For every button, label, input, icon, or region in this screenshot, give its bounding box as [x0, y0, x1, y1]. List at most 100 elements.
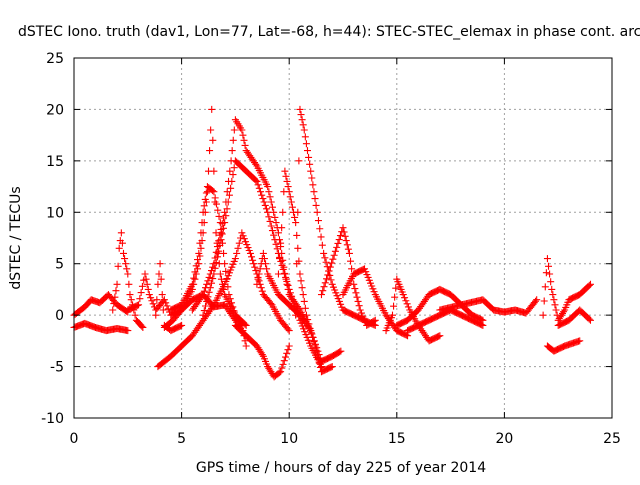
data-point — [197, 244, 205, 252]
data-point — [138, 322, 146, 330]
data-point — [253, 280, 261, 288]
data-point — [273, 245, 281, 253]
data-point — [297, 277, 305, 285]
data-point — [302, 311, 310, 319]
data-point — [255, 270, 263, 278]
data-point — [285, 327, 293, 335]
data-point — [210, 270, 218, 278]
data-point — [199, 291, 207, 299]
data-point — [306, 160, 314, 168]
data-points — [70, 105, 594, 381]
data-point — [252, 160, 260, 168]
data-point — [159, 306, 167, 314]
data-point — [390, 302, 398, 310]
data-point — [309, 333, 317, 341]
data-point — [291, 213, 299, 221]
data-point — [358, 309, 366, 317]
data-point — [226, 295, 234, 303]
grid — [74, 58, 612, 418]
data-point — [230, 164, 238, 172]
data-point — [268, 203, 276, 211]
data-point — [283, 277, 291, 285]
data-point — [155, 270, 163, 278]
data-point — [265, 213, 273, 221]
data-point — [320, 249, 328, 257]
data-point — [142, 275, 150, 283]
data-point — [370, 317, 378, 325]
data-point — [321, 254, 329, 262]
y-tick-label: -10 — [41, 411, 64, 427]
data-point — [335, 236, 343, 244]
data-point — [239, 232, 247, 240]
data-point — [586, 316, 594, 324]
data-point — [149, 300, 157, 308]
data-point — [550, 296, 558, 304]
data-point — [147, 294, 155, 302]
data-point — [220, 285, 228, 293]
data-point — [209, 275, 217, 283]
data-point — [203, 297, 211, 305]
data-point — [305, 320, 313, 328]
data-point — [547, 278, 555, 286]
data-point — [222, 212, 230, 220]
data-point — [295, 157, 303, 165]
data-point — [227, 184, 235, 192]
data-point — [360, 315, 368, 323]
data-point — [292, 311, 300, 319]
data-point — [224, 283, 232, 291]
data-point — [305, 153, 313, 161]
data-point — [262, 205, 270, 213]
data-point — [135, 301, 143, 309]
data-point — [297, 111, 305, 119]
data-point — [311, 195, 319, 203]
data-point — [293, 260, 301, 268]
data-point — [216, 241, 224, 249]
x-tick-label: 10 — [280, 431, 298, 447]
data-point — [264, 183, 272, 191]
data-point — [221, 260, 229, 268]
data-point — [283, 349, 291, 357]
data-point — [478, 321, 486, 329]
data-point — [195, 249, 203, 257]
data-point — [205, 273, 213, 281]
data-point — [342, 237, 350, 245]
data-point — [307, 167, 315, 175]
data-point — [121, 255, 129, 263]
data-point — [321, 279, 329, 287]
data-point — [138, 282, 146, 290]
data-point — [219, 224, 227, 232]
data-point — [402, 331, 410, 339]
data-point — [230, 307, 238, 315]
data-point — [215, 212, 223, 220]
data-point — [352, 289, 360, 297]
data-point — [300, 126, 308, 134]
data-point — [279, 208, 287, 216]
data-point — [278, 364, 286, 372]
data-point — [322, 258, 330, 266]
data-point — [350, 280, 358, 288]
data-point — [209, 187, 217, 195]
data-point — [333, 243, 341, 251]
data-point — [162, 299, 170, 307]
data-point — [200, 202, 208, 210]
data-point — [242, 342, 250, 350]
data-point — [258, 351, 266, 359]
data-point — [221, 219, 229, 227]
data-point — [279, 265, 287, 273]
data-point — [337, 347, 345, 355]
data-point — [260, 255, 268, 263]
data-point — [255, 184, 263, 192]
data-point — [153, 296, 161, 304]
data-point — [246, 249, 254, 257]
data-point — [223, 275, 231, 283]
data-point — [192, 262, 200, 270]
data-point — [213, 253, 221, 261]
data-point — [278, 261, 286, 269]
data-point — [163, 302, 171, 310]
data-point — [272, 240, 280, 248]
data-point — [199, 208, 207, 216]
data-point — [392, 284, 400, 292]
data-point — [284, 325, 292, 333]
data-point — [233, 249, 241, 257]
